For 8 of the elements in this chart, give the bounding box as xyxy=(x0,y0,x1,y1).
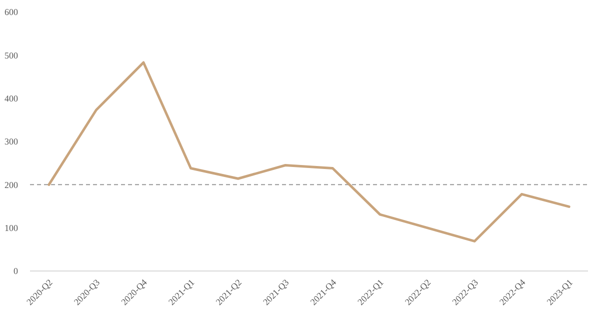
line-series xyxy=(48,61,570,242)
y-tick-label: 100 xyxy=(4,222,18,233)
y-tick-label: 400 xyxy=(4,93,18,104)
y-tick-label: 200 xyxy=(4,180,18,190)
y-tick-label: 500 xyxy=(4,50,18,60)
y-tick-label: 600 xyxy=(4,7,18,18)
y-tick-label: 0 xyxy=(14,266,18,276)
y-tick-label: 300 xyxy=(4,136,18,147)
